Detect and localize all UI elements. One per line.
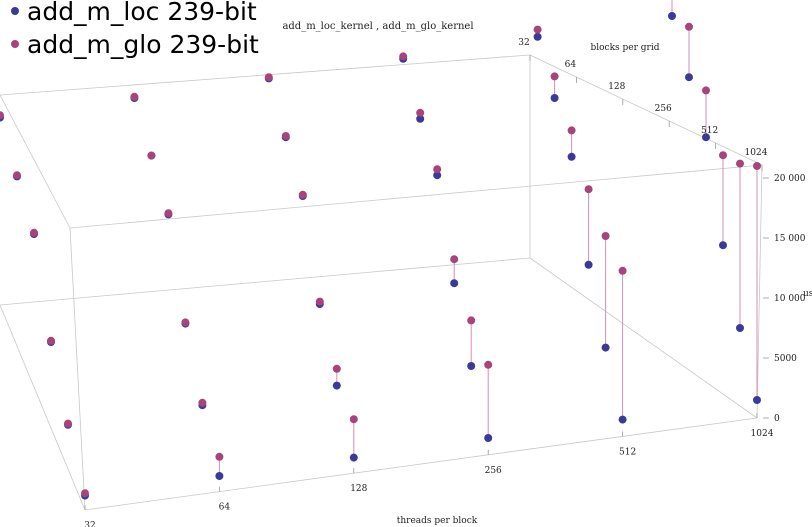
z-tick-label: 10 000: [774, 294, 806, 304]
x-tick-label: 32: [84, 521, 95, 527]
data-point-loc: [719, 241, 727, 250]
data-point-loc: [584, 260, 593, 269]
data-point-loc: [601, 343, 610, 352]
data-point-glo: [550, 72, 559, 81]
box-edge: [0, 304, 86, 511]
data-point-glo: [753, 162, 761, 170]
data-point-glo: [618, 266, 627, 275]
data-point-glo: [433, 165, 442, 174]
data-point-glo: [719, 151, 727, 160]
box-edge: [0, 54, 531, 96]
data-point-loc: [484, 434, 493, 442]
data-point-loc: [668, 12, 676, 20]
data-point-glo: [450, 255, 459, 264]
data-point-loc: [702, 133, 710, 142]
x-tick-label: 64: [219, 503, 231, 513]
y-tick-label: 64: [565, 60, 577, 70]
x-tick-label: 512: [619, 447, 636, 457]
data-point-glo: [685, 22, 693, 31]
data-point-glo: [198, 398, 207, 407]
data-point-glo: [64, 419, 72, 428]
data-point-loc: [467, 362, 476, 370]
data-point-glo: [315, 297, 324, 306]
data-point-glo: [147, 151, 156, 160]
z-axis-label: us: [803, 289, 812, 299]
data-point-loc: [533, 32, 542, 41]
data-point-loc: [618, 415, 627, 424]
x-axis-label: threads per block: [397, 516, 478, 526]
data-point-loc: [685, 73, 693, 82]
chart-title: add_m_loc_kernel , add_m_glo_kernel: [282, 21, 473, 32]
data-point-glo: [349, 415, 358, 424]
data-point-loc: [450, 279, 459, 288]
x-tick-label: 1024: [751, 429, 774, 439]
data-point-glo: [399, 52, 408, 61]
legend-marker-loc: [11, 7, 19, 15]
data-point-glo: [736, 159, 744, 168]
legend-marker-glo: [11, 40, 19, 48]
data-point-glo: [164, 209, 173, 218]
data-point-glo: [215, 452, 224, 461]
data-point-loc: [550, 94, 559, 102]
x-tick-label: 256: [485, 466, 502, 476]
data-point-glo: [130, 92, 139, 101]
y-tick-label: 128: [608, 82, 625, 92]
data-point-loc: [349, 453, 358, 462]
data-point-glo: [467, 316, 476, 325]
data-point-glo: [281, 132, 290, 140]
data-point-loc: [753, 396, 761, 404]
data-point-glo: [584, 185, 593, 194]
data-points: [0, 0, 761, 500]
box-edge: [756, 164, 763, 419]
data-point-glo: [416, 108, 425, 117]
box-edge: [0, 94, 71, 229]
y-tick-label: 512: [701, 126, 718, 136]
data-point-glo: [567, 126, 576, 135]
data-point-glo: [601, 232, 610, 240]
data-point-loc: [215, 472, 224, 480]
z-tick-label: 15 000: [774, 234, 806, 244]
data-point-loc: [736, 324, 744, 332]
data-point-glo: [0, 111, 4, 120]
axis-ticks: 3264128256512102432641282565121024050001…: [84, 38, 805, 527]
box-edge: [69, 164, 763, 229]
data-point-glo: [533, 25, 542, 34]
data-point-glo: [702, 86, 710, 95]
y-tick-label: 1024: [745, 148, 768, 158]
legend-label-glo: add_m_glo 239-bit: [27, 30, 259, 59]
box-edge: [69, 227, 86, 511]
y-tick-label: 32: [518, 38, 529, 48]
y-tick-label: 256: [655, 104, 672, 114]
x-tick-label: 128: [350, 484, 367, 494]
data-point-glo: [47, 336, 55, 345]
data-point-glo: [332, 364, 341, 373]
box-edge: [529, 54, 763, 166]
box-edge: [529, 257, 758, 419]
z-tick-label: 5000: [774, 354, 797, 364]
axis-labels: add_m_loc_kernel , add_m_glo_kernel thre…: [282, 21, 812, 526]
data-point-loc: [567, 152, 576, 161]
y-axis-label: blocks per grid: [591, 43, 660, 53]
z-tick-label: 20 000: [774, 174, 806, 184]
data-point-glo: [264, 73, 273, 82]
data-point-loc: [332, 381, 341, 390]
box-edge: [84, 417, 758, 511]
data-point-loc: [433, 171, 442, 180]
plot-box: [0, 54, 763, 511]
data-point-glo: [13, 171, 21, 180]
legend-label-loc: add_m_loc 239-bit: [27, 0, 257, 26]
data-point-glo: [181, 318, 190, 327]
data-point-loc: [416, 114, 425, 123]
data-point-glo: [81, 489, 89, 498]
z-tick-label: 0: [774, 414, 780, 424]
box-edge: [0, 257, 531, 306]
legend: add_m_loc 239-bit add_m_glo 239-bit: [11, 0, 259, 59]
data-point-glo: [298, 190, 307, 199]
data-point-glo: [484, 360, 493, 369]
data-point-glo: [30, 228, 38, 237]
